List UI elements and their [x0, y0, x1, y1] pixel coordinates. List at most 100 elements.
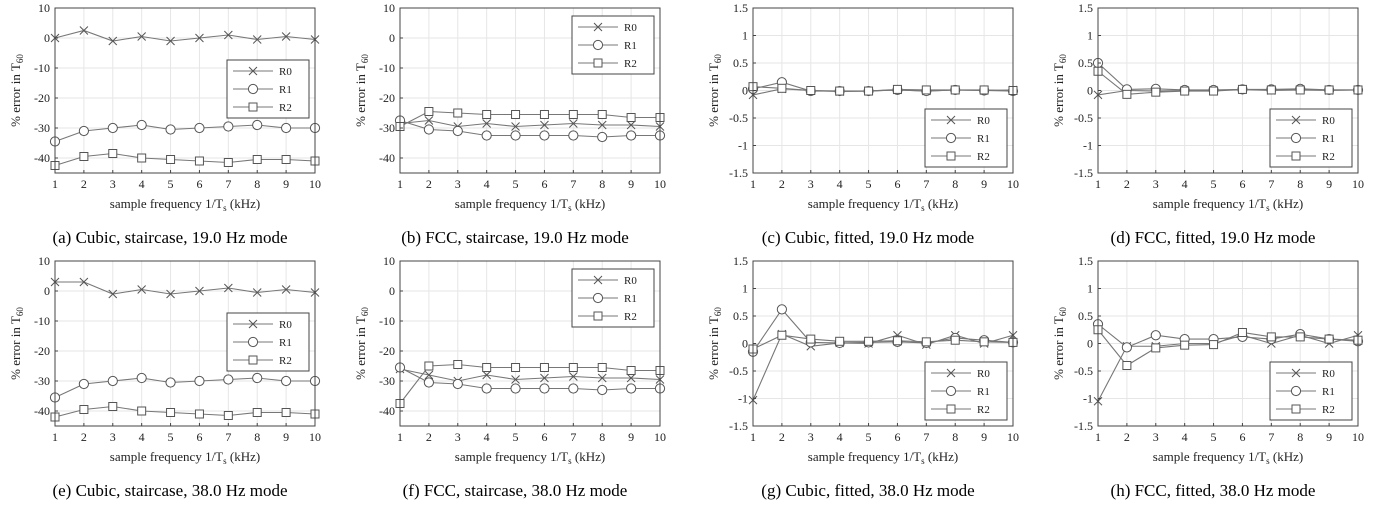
x-axis-label-unit: (kHz) — [227, 449, 261, 464]
data-point-R1-3 — [107, 375, 118, 387]
data-point-R2-8 — [1295, 332, 1305, 342]
data-point-R2-2 — [1122, 361, 1132, 370]
data-point-R1-4 — [481, 383, 492, 394]
data-point-R1-7 — [568, 383, 579, 394]
legend-label-R1: R1 — [977, 386, 990, 398]
data-point-R2-8 — [252, 408, 262, 417]
legend-marker-R0 — [248, 66, 258, 76]
x-axis-label-unit: (kHz) — [572, 196, 606, 211]
y-tick-label: 10 — [383, 1, 395, 15]
caption-e: (e) Cubic, staircase, 38.0 Hz mode — [52, 481, 288, 500]
x-axis-label-sub: s — [223, 456, 227, 466]
data-point-R2-9 — [281, 408, 291, 417]
legend-label-R1: R1 — [1322, 386, 1335, 398]
data-point-R2-9 — [281, 155, 291, 164]
data-point-R1-9 — [626, 130, 637, 141]
y-tick-label: -1.5 — [1074, 166, 1093, 180]
y-axis-label: % error in T60 — [1051, 307, 1068, 380]
legend-marker-R0 — [1291, 368, 1301, 378]
legend-label-R0: R0 — [624, 275, 637, 287]
y-axis-label-sub: 60 — [1058, 307, 1068, 317]
y-tick-label: -30 — [34, 121, 50, 135]
x-tick-label: 1 — [1095, 177, 1101, 191]
y-tick-label: -30 — [34, 374, 50, 388]
data-point-R1-3 — [107, 122, 118, 134]
data-point-R0-4 — [482, 119, 492, 128]
series-R2 — [1093, 66, 1363, 99]
data-point-R2-3 — [1151, 87, 1161, 97]
x-tick-label: 5 — [866, 177, 872, 191]
legend-label-R0: R0 — [624, 22, 637, 34]
data-point-R0-6 — [540, 373, 549, 383]
legend-marker-R1 — [247, 83, 259, 95]
legend-label-R2: R2 — [977, 404, 990, 416]
chart-svg-h: 1 2 3 4 5 6 7 8 9 10 1.5 1 0.5 0 -0.5 -1 -1.5 sample freq… — [1051, 254, 1364, 466]
series-line-R2 — [752, 334, 1014, 350]
y-axis-label: % error in T60 — [8, 54, 25, 127]
chart-svg-e: 1 2 3 4 5 6 7 8 9 10 10 0 -10 -20 -30 -40 sample frequen… — [8, 254, 321, 466]
data-point-R1-2 — [776, 304, 787, 315]
legend-label-R2: R2 — [279, 355, 292, 367]
data-point-R0-4 — [137, 285, 147, 294]
data-point-R2-5 — [166, 155, 176, 164]
data-point-R2-4 — [137, 153, 147, 163]
x-axis-label: sample frequency 1/Ts (kHz) — [110, 449, 260, 466]
series-line-R1 — [399, 367, 660, 391]
data-point-R1-3 — [452, 125, 463, 137]
legend-label-R1: R1 — [279, 84, 292, 96]
x-tick-label: 10 — [1352, 430, 1364, 444]
x-tick-label: 3 — [455, 430, 461, 444]
series-line-R0 — [55, 281, 316, 295]
x-axis-label-sub: s — [223, 203, 227, 213]
x-tick-label: 1 — [397, 177, 403, 191]
x-tick-label: 5 — [513, 430, 519, 444]
x-tick-label: 6 — [894, 430, 900, 444]
y-tick-label: -40 — [34, 404, 50, 418]
x-tick-label: 9 — [283, 430, 289, 444]
x-axis-label-unit: (kHz) — [1270, 449, 1304, 464]
legend-marker-R2 — [1291, 404, 1301, 414]
x-tick-label: 8 — [599, 177, 605, 191]
data-point-R0-5 — [166, 289, 175, 299]
x-tick-label: 10 — [654, 177, 666, 191]
legend-marker-R0 — [946, 368, 956, 378]
data-point-R1-7 — [223, 374, 234, 385]
axes-box — [54, 7, 316, 174]
data-point-R1-5 — [510, 383, 521, 394]
y-tick-label: -1 — [1083, 392, 1093, 406]
data-point-R2-9 — [626, 366, 636, 375]
x-tick-label: 5 — [1211, 177, 1217, 191]
y-tick-label: -20 — [379, 91, 395, 105]
data-point-R1-5 — [510, 130, 521, 141]
y-axis-label: % error in T60 — [1051, 54, 1068, 127]
legend-marker-R0 — [248, 319, 258, 329]
x-tick-label: 3 — [1153, 430, 1159, 444]
x-tick-label: 7 — [570, 430, 576, 444]
y-tick-label: 0.5 — [1078, 56, 1093, 70]
data-point-R2-3 — [806, 86, 816, 95]
chart-svg-c: 1 2 3 4 5 6 7 8 9 10 1.5 1 0.5 0 -0.5 -1 -1.5 sample freq… — [706, 1, 1019, 213]
series-R1 — [1092, 319, 1364, 353]
series-line-R2 — [399, 363, 660, 404]
data-point-R1-2 — [78, 125, 89, 137]
y-tick-label: -1 — [738, 139, 748, 153]
y-tick-label: 0 — [1087, 337, 1093, 351]
data-point-R1-9 — [626, 383, 637, 394]
legend: R0 R1 R2 — [226, 59, 310, 119]
x-tick-label: 6 — [1239, 177, 1245, 191]
series-line-R2 — [1097, 70, 1358, 95]
x-tick-label: 9 — [283, 177, 289, 191]
data-point-R1-8 — [597, 384, 608, 396]
data-point-R1-9 — [281, 122, 292, 134]
data-point-R2-6 — [194, 156, 204, 166]
legend-label-R2: R2 — [977, 151, 990, 163]
data-point-R2-7 — [1266, 85, 1276, 95]
x-tick-label: 5 — [168, 430, 174, 444]
legend-label-R2: R2 — [624, 311, 637, 323]
chart-panel-a: 1 2 3 4 5 6 7 8 9 10 10 0 -10 -20 -30 -40 sample frequen… — [0, 0, 340, 255]
x-tick-label: 2 — [1124, 177, 1130, 191]
data-point-R1-6 — [194, 122, 205, 134]
chart-svg-a: 1 2 3 4 5 6 7 8 9 10 10 0 -10 -20 -30 -40 sample frequen… — [8, 1, 321, 213]
caption-c: (c) Cubic, fitted, 19.0 Hz mode — [761, 228, 975, 247]
axes-box — [54, 260, 316, 427]
